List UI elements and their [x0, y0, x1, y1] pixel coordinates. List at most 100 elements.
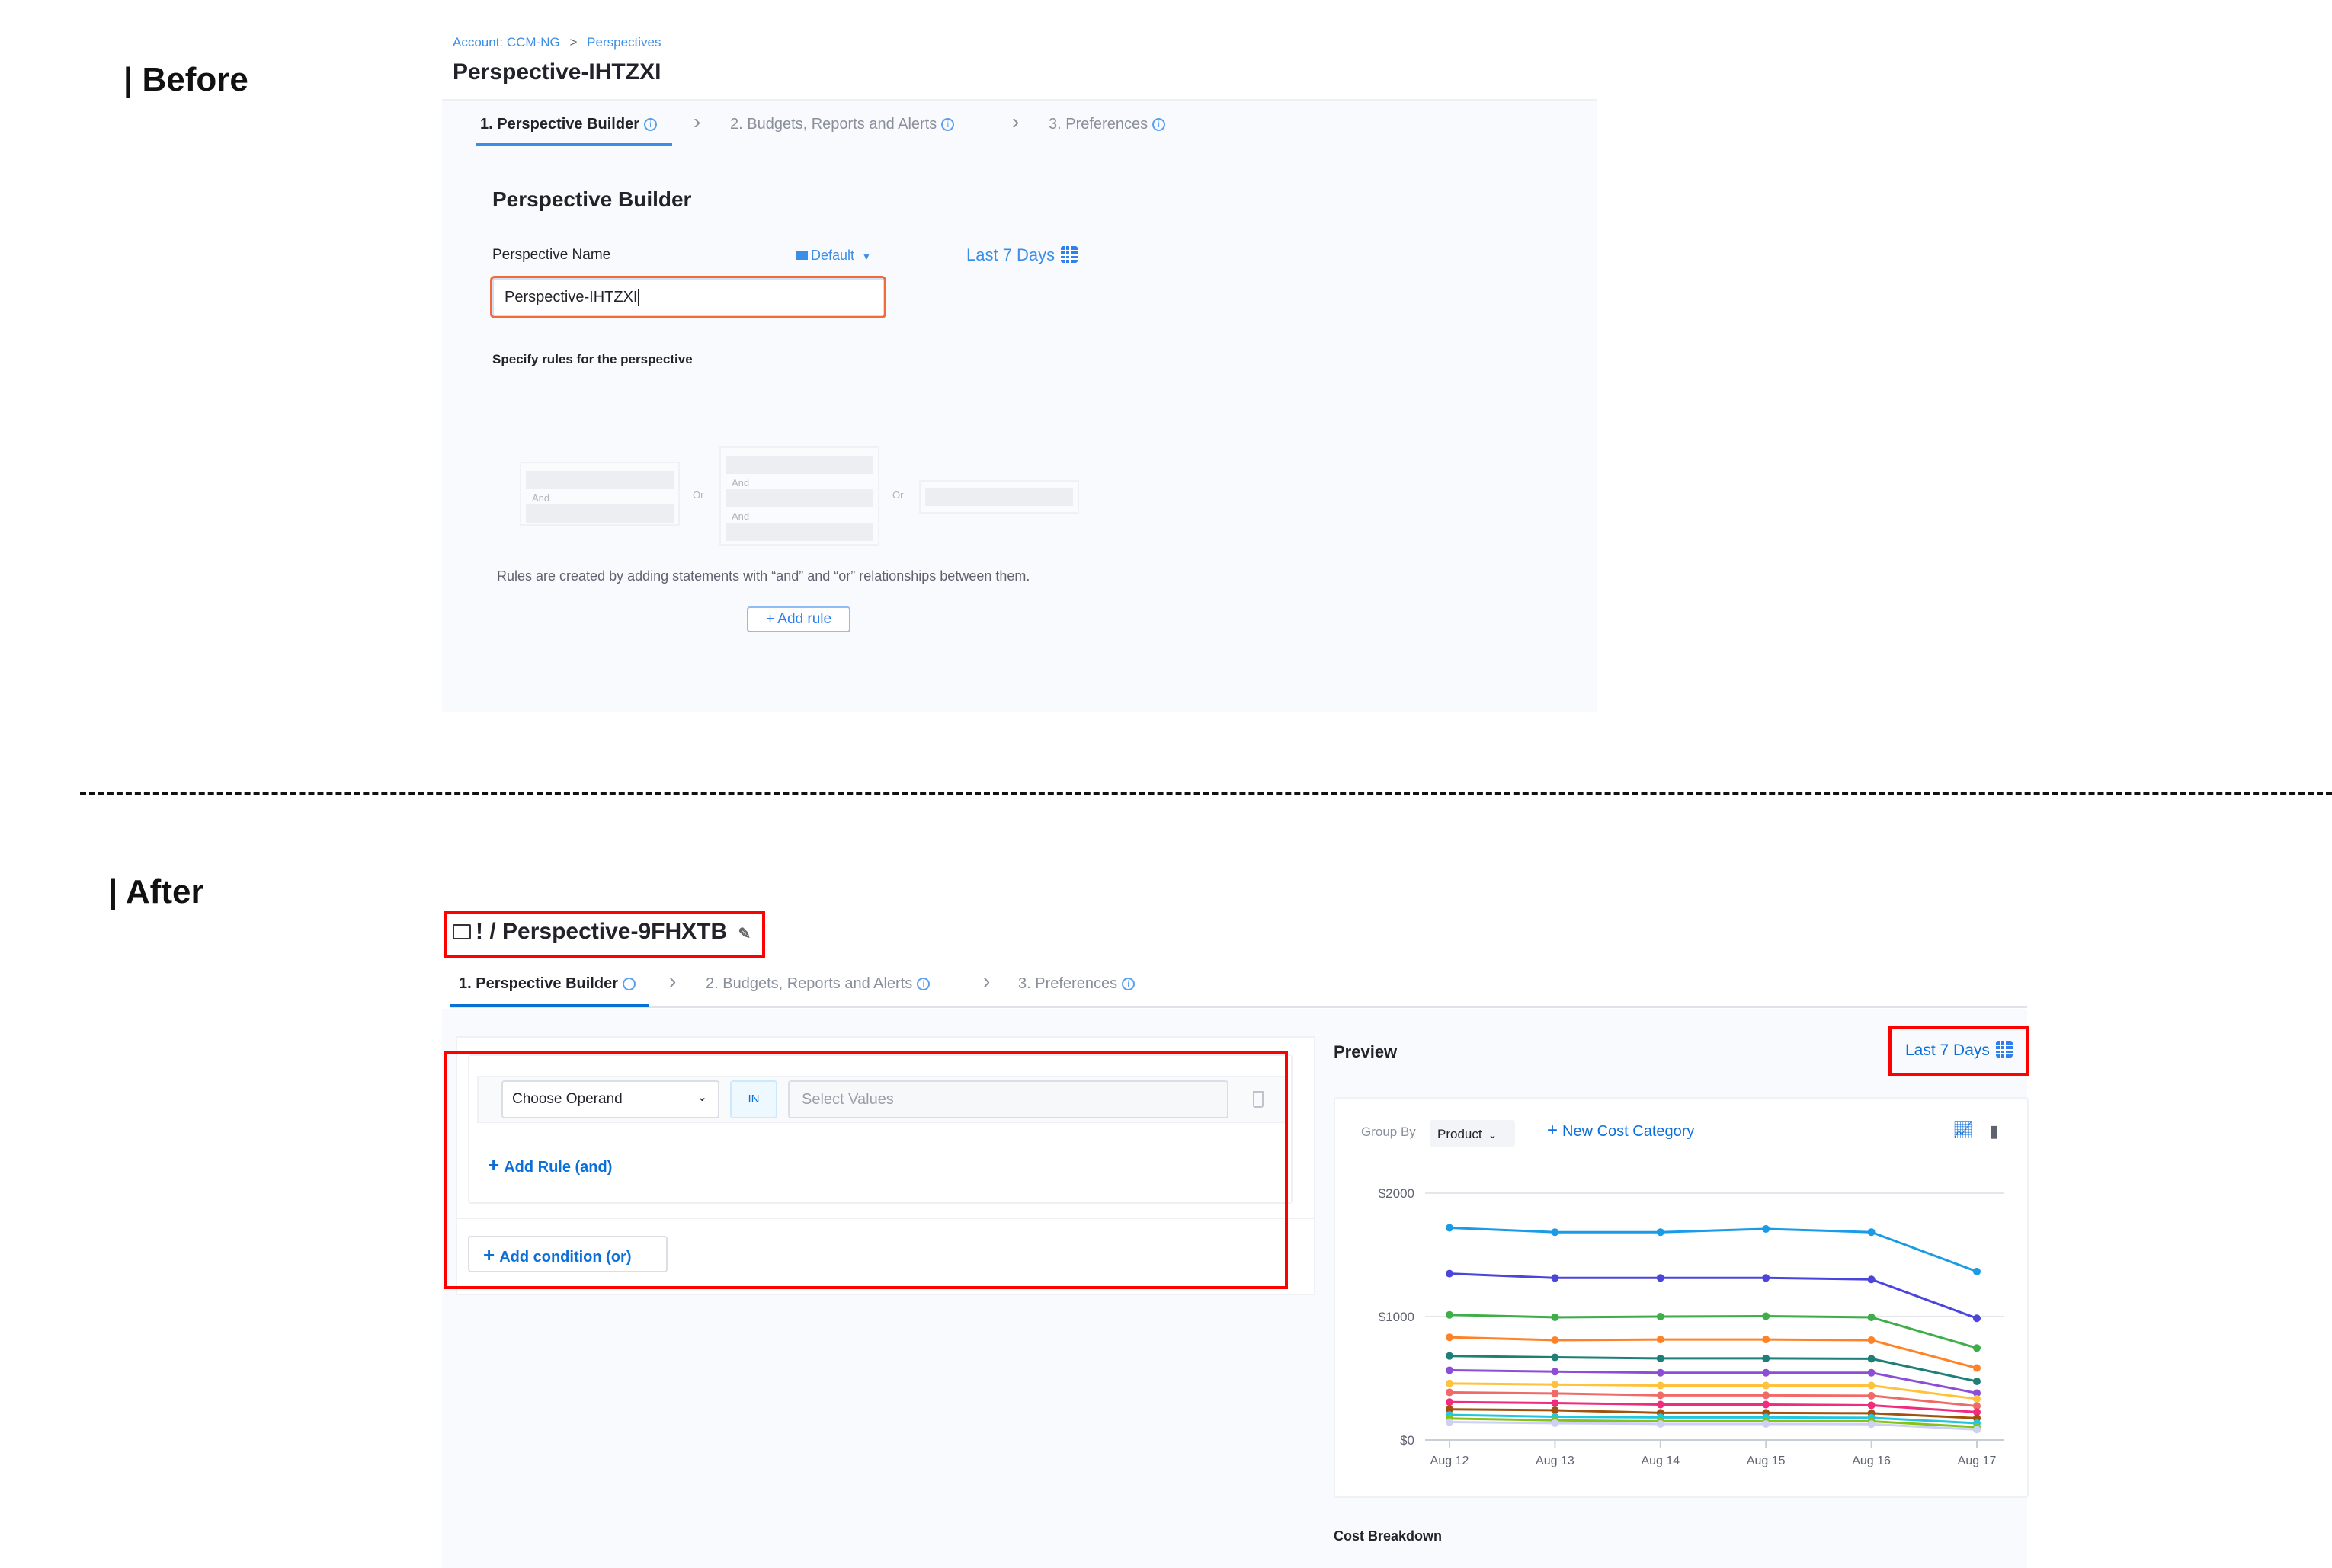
- info-icon: i: [941, 118, 955, 131]
- page-title: Perspective-IHTZXI: [453, 59, 661, 85]
- group-by-select[interactable]: Product ⌄: [1430, 1120, 1515, 1147]
- data-point: [1867, 1275, 1876, 1284]
- data-point: [1656, 1391, 1664, 1400]
- data-point: [1446, 1310, 1453, 1319]
- before-section-label: | Before: [123, 61, 248, 98]
- data-point: [1551, 1389, 1559, 1397]
- values-select[interactable]: Select Values: [788, 1080, 1228, 1118]
- series-line-7: [1449, 1382, 1978, 1400]
- data-point: [1446, 1379, 1453, 1387]
- data-point: [1551, 1228, 1559, 1237]
- add-rule-label: Add Rule (and): [504, 1159, 613, 1176]
- breadcrumb-perspectives[interactable]: Perspectives: [587, 35, 661, 50]
- tab-preferences[interactable]: 3. Preferences i: [1018, 975, 1136, 993]
- data-point: [1656, 1336, 1664, 1344]
- info-icon: i: [1122, 978, 1136, 990]
- bar-chart-icon[interactable]: ▮: [1989, 1122, 1999, 1141]
- data-point: [1656, 1400, 1664, 1409]
- data-point: [1551, 1406, 1559, 1414]
- plus-icon: +: [488, 1154, 500, 1176]
- perspective-name-label: Perspective Name: [492, 247, 611, 263]
- skeleton-rule-group: [919, 480, 1079, 514]
- data-point: [1446, 1352, 1453, 1360]
- add-condition-or-button[interactable]: + Add condition (or): [468, 1236, 668, 1272]
- skeleton-or: Or: [693, 489, 704, 501]
- data-point: [1973, 1402, 1981, 1410]
- data-point: [1656, 1228, 1664, 1237]
- data-point: [1867, 1336, 1876, 1344]
- x-tick-label: Aug 17: [1958, 1454, 1997, 1467]
- tab-label: 1. Perspective Builder: [459, 975, 618, 992]
- perspective-name: Perspective-9FHXTB: [502, 919, 728, 944]
- plus-icon: +: [483, 1243, 495, 1266]
- series-line-5: [1449, 1355, 1978, 1383]
- preview-date-range-picker[interactable]: Last 7 Days: [1905, 1041, 2013, 1060]
- data-point: [1446, 1418, 1453, 1426]
- y-tick-label: $0: [1400, 1433, 1414, 1448]
- data-point: [1973, 1314, 1981, 1323]
- add-rule-button[interactable]: + Add rule: [747, 606, 850, 632]
- operand-select[interactable]: Choose Operand ⌄: [501, 1080, 719, 1118]
- data-point: [1446, 1388, 1453, 1397]
- date-range-picker[interactable]: Last 7 Days: [966, 245, 1078, 265]
- data-point: [1762, 1274, 1770, 1282]
- tab-perspective-builder[interactable]: 1. Perspective Builder i: [459, 975, 636, 993]
- y-tick-label: $1000: [1379, 1310, 1414, 1324]
- data-point: [1656, 1274, 1664, 1282]
- tab-perspective-builder[interactable]: 1. Perspective Builder i: [480, 116, 657, 133]
- skeleton-and: And: [732, 510, 750, 522]
- series-line-12: [1449, 1417, 1978, 1429]
- rules-divider: [456, 1218, 1315, 1219]
- chevron-right-icon: ›: [669, 969, 677, 993]
- tab-label: 2. Budgets, Reports and Alerts: [730, 116, 937, 133]
- tab-preferences[interactable]: 3. Preferences i: [1049, 116, 1166, 133]
- data-point: [1973, 1395, 1981, 1403]
- section-divider: [80, 792, 2332, 795]
- data-point: [1762, 1419, 1770, 1428]
- data-point: [1762, 1391, 1770, 1400]
- data-point: [1867, 1355, 1876, 1363]
- data-point: [1762, 1336, 1770, 1344]
- tab-budgets[interactable]: 2. Budgets, Reports and Alerts i: [706, 975, 931, 993]
- series-line-2: [1449, 1272, 1978, 1320]
- skeleton-and: And: [532, 492, 550, 504]
- folder-open-icon[interactable]: [453, 924, 471, 939]
- data-point: [1973, 1378, 1981, 1386]
- perspective-name-input[interactable]: Perspective-IHTZXI: [490, 276, 886, 318]
- series-line-6: [1449, 1368, 1978, 1394]
- tab-budgets[interactable]: 2. Budgets, Reports and Alerts i: [730, 116, 955, 133]
- new-cost-category-label: New Cost Category: [1562, 1123, 1695, 1140]
- line-chart-icon[interactable]: 📈︎: [1952, 1120, 1974, 1139]
- folder-path[interactable]: ! /: [476, 919, 496, 944]
- perspective-title: ! / Perspective-9FHXTB ✎: [453, 919, 751, 945]
- data-point: [1551, 1419, 1559, 1427]
- series-line-10: [1449, 1408, 1978, 1419]
- highlight-rules: [444, 1051, 1288, 1289]
- x-tick-label: Aug 16: [1852, 1454, 1891, 1467]
- folder-dropdown[interactable]: Default ▼: [796, 248, 871, 264]
- active-tab-underline: [476, 143, 672, 146]
- data-point: [1656, 1354, 1664, 1362]
- tab-label: 2. Budgets, Reports and Alerts: [706, 975, 913, 992]
- data-point: [1867, 1228, 1876, 1237]
- breadcrumb: Account: CCM-NG > Perspectives: [453, 35, 661, 50]
- skeleton-or: Or: [892, 489, 904, 501]
- info-icon: i: [622, 978, 636, 990]
- x-tick-label: Aug 15: [1747, 1454, 1786, 1467]
- edit-pencil-icon[interactable]: ✎: [738, 926, 751, 942]
- new-cost-category-button[interactable]: + New Cost Category: [1547, 1120, 1694, 1141]
- section-heading: Perspective Builder: [492, 187, 692, 211]
- breadcrumb-account[interactable]: Account: CCM-NG: [453, 35, 560, 50]
- data-point: [1446, 1405, 1453, 1413]
- folder-icon: [796, 251, 808, 260]
- data-point: [1973, 1364, 1981, 1372]
- operator-badge[interactable]: IN: [730, 1080, 777, 1118]
- before-panel: [442, 99, 1597, 712]
- data-point: [1867, 1401, 1876, 1410]
- trash-icon[interactable]: [1253, 1091, 1264, 1108]
- calendar-icon: [1995, 1041, 2013, 1058]
- data-point: [1867, 1313, 1876, 1321]
- add-rule-and-button[interactable]: + Add Rule (and): [488, 1154, 612, 1177]
- x-tick-label: Aug 13: [1536, 1454, 1574, 1467]
- data-point: [1762, 1312, 1770, 1320]
